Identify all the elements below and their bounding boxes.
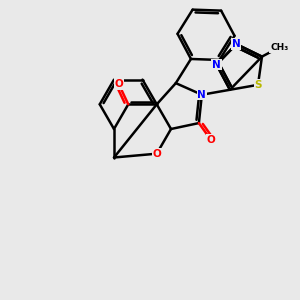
Text: O: O	[207, 135, 215, 145]
Text: S: S	[254, 80, 262, 90]
Text: O: O	[114, 79, 123, 89]
Text: N: N	[197, 90, 206, 100]
Text: CH₃: CH₃	[270, 43, 288, 52]
Text: O: O	[152, 149, 161, 159]
Text: N: N	[232, 39, 241, 49]
Text: N: N	[212, 60, 221, 70]
Text: N: N	[232, 39, 241, 49]
Text: N: N	[212, 60, 221, 70]
